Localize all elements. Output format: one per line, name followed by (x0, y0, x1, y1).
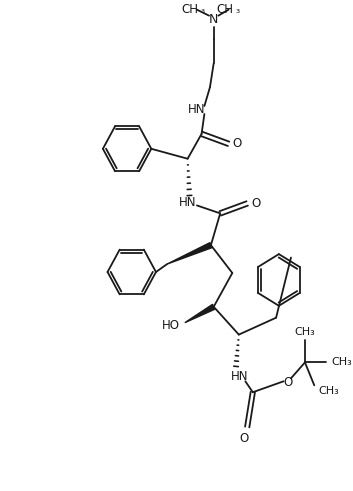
Text: CH₃: CH₃ (294, 327, 315, 337)
Text: CH₃: CH₃ (331, 357, 352, 367)
Text: N: N (209, 13, 219, 26)
Text: CH: CH (181, 3, 198, 16)
Text: O: O (251, 197, 260, 210)
Text: HN: HN (179, 196, 196, 209)
Polygon shape (185, 304, 215, 323)
Text: ₃: ₃ (201, 5, 205, 15)
Text: ₃: ₃ (236, 5, 240, 15)
Text: CH: CH (216, 3, 233, 16)
Polygon shape (167, 243, 212, 264)
Text: HO: HO (162, 319, 180, 332)
Text: HN: HN (188, 103, 206, 115)
Text: O: O (283, 376, 293, 389)
Text: CH₃: CH₃ (318, 386, 339, 396)
Text: HN: HN (231, 370, 249, 383)
Text: O: O (240, 433, 249, 445)
Text: O: O (232, 137, 241, 150)
